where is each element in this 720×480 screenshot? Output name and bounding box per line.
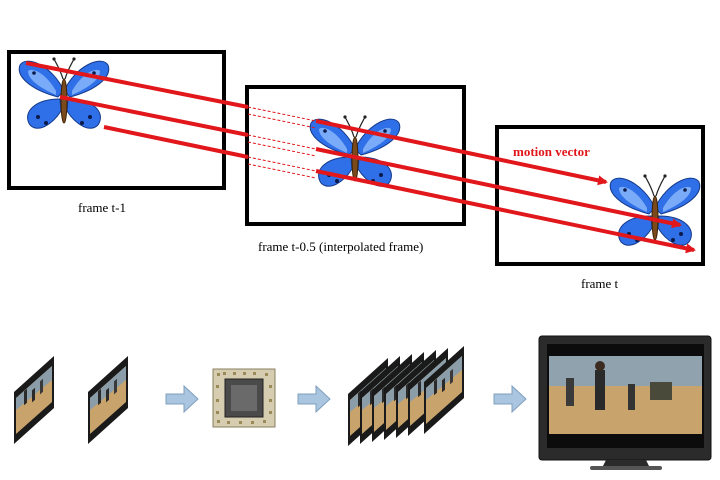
flow-arrow-icon (297, 384, 331, 414)
processor-chip-icon (212, 368, 276, 428)
caption-frame-t-minus-1: frame t-1 (78, 200, 127, 215)
video-frame-thumbnail-icon (88, 356, 128, 444)
television-icon (538, 335, 712, 470)
motion-vector-arrows (25, 61, 696, 254)
caption-frame-t: frame t (581, 276, 619, 291)
video-frame-thumbnail-icon (14, 356, 54, 444)
flow-arrow-icon (493, 384, 527, 414)
flow-arrow-icon (165, 384, 199, 414)
motion-vector-label: motion vector (513, 144, 590, 159)
butterfly-icon-frame-t-minus-1 (18, 56, 110, 129)
caption-frame-interpolated: frame t-0.5 (interpolated frame) (258, 239, 424, 254)
interpolated-frames-stack (348, 346, 464, 446)
